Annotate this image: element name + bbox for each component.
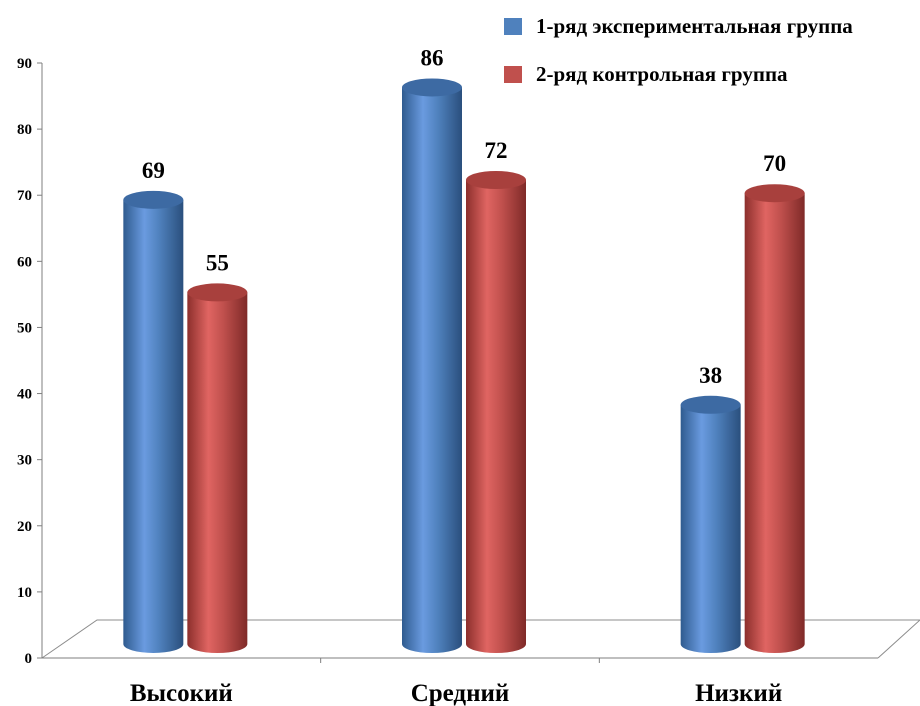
- bar-top: [744, 184, 805, 203]
- x-tick-label: Средний: [411, 680, 510, 706]
- y-tick-label: 30: [17, 453, 32, 469]
- data-label: 70: [763, 151, 786, 176]
- data-label: 72: [485, 138, 508, 163]
- bar-top: [187, 283, 248, 302]
- y-tick-label: 70: [17, 188, 32, 204]
- bar[interactable]: [123, 190, 184, 653]
- y-tick-label: 80: [17, 122, 32, 138]
- data-label: 69: [142, 158, 165, 183]
- bar[interactable]: [466, 171, 526, 653]
- bar-top: [680, 395, 741, 414]
- bar-body: [123, 199, 184, 653]
- bar[interactable]: [402, 78, 462, 653]
- legend-item-series-2[interactable]: 2-ряд контрольная группа: [504, 62, 788, 87]
- bar-body: [402, 87, 462, 653]
- bars: [123, 78, 805, 653]
- bar-top: [123, 190, 184, 209]
- value-labels: 69 86 38 55 72 70: [142, 45, 786, 387]
- bar-top: [402, 78, 462, 97]
- data-label: 38: [699, 363, 722, 388]
- legend-swatch-blue: [504, 18, 522, 35]
- bar-top: [466, 171, 526, 189]
- bar[interactable]: [187, 283, 248, 653]
- legend-item-series-1[interactable]: 1-ряд экспериментальная группа: [504, 14, 853, 39]
- bar-body: [187, 292, 248, 653]
- legend-label: 1-ряд экспериментальная группа: [536, 14, 853, 38]
- y-tick-label: 50: [17, 320, 32, 336]
- bar-body: [466, 180, 526, 653]
- y-tick-label: 90: [17, 56, 32, 72]
- legend-label: 2-ряд контрольная группа: [536, 62, 788, 86]
- data-label: 86: [421, 45, 444, 70]
- bar-body: [744, 193, 805, 653]
- x-tick-label: Низкий: [695, 680, 782, 706]
- data-label: 55: [206, 250, 229, 275]
- axes: 0 10 20 30 40 50 60 70 80 90 Высокий Средний Низкий: [17, 56, 920, 706]
- x-tick-label: Высокий: [130, 680, 233, 706]
- bar[interactable]: [744, 184, 805, 653]
- bar-body: [680, 404, 741, 653]
- y-tick-label: 0: [25, 651, 33, 667]
- bar[interactable]: [680, 395, 741, 653]
- y-tick-label: 60: [17, 254, 32, 270]
- y-tick-label: 40: [17, 387, 32, 403]
- legend-swatch-red: [504, 66, 522, 83]
- y-tick-label: 10: [17, 585, 32, 601]
- y-tick-label: 20: [17, 519, 32, 535]
